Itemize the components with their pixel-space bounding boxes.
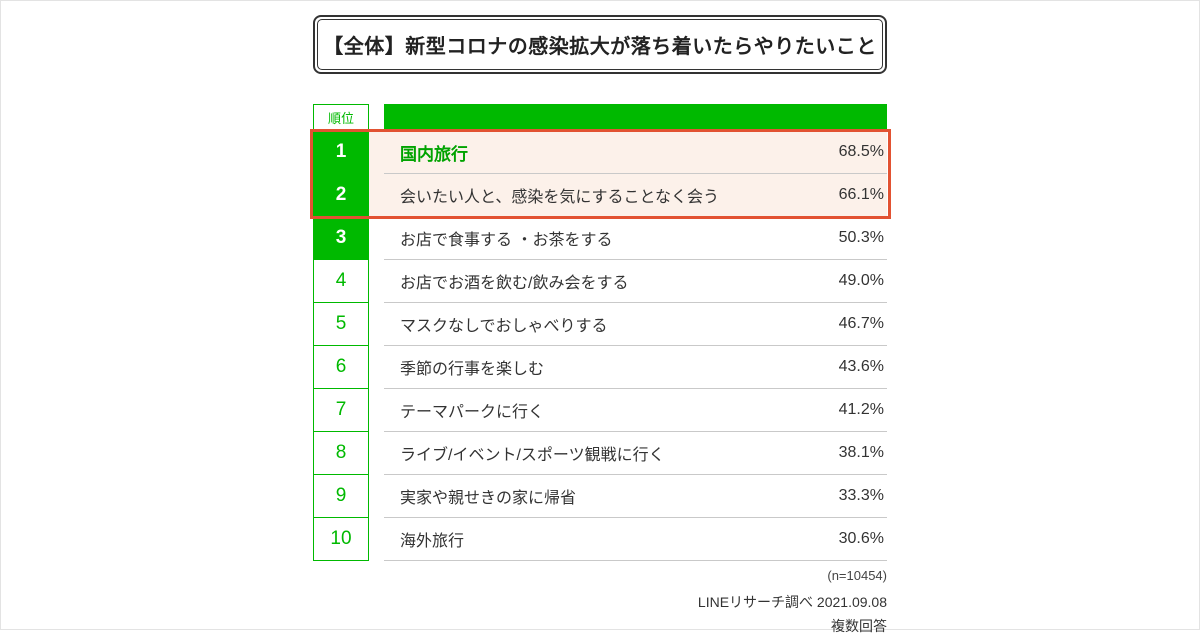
rank-spacer bbox=[369, 475, 384, 518]
table-row: 4 お店でお酒を飲む/飲み会をする 49.0% bbox=[313, 259, 887, 303]
table-row: 5 マスクなしでおしゃべりする 46.7% bbox=[313, 302, 887, 346]
page: 【全体】新型コロナの感染拡大が落ち着いたらやりたいこと 順位 1 国内旅行 68… bbox=[310, 1, 891, 636]
rank-cell: 9 bbox=[313, 474, 369, 518]
row-content: お店で食事する ・お茶をする 50.3% bbox=[384, 217, 887, 260]
row-label: マスクなしでおしゃべりする bbox=[400, 318, 608, 335]
rank-cell: 5 bbox=[313, 302, 369, 346]
table-row: 2 会いたい人と、感染を気にすることなく会う 66.1% bbox=[313, 173, 887, 217]
table-rows: 1 国内旅行 68.5% 2 会いたい人と、感染を気にすることなく会う 66.1… bbox=[310, 129, 891, 561]
table-header-row: 順位 bbox=[313, 104, 887, 131]
row-value: 49.0% bbox=[838, 272, 884, 289]
rank-cell: 6 bbox=[313, 345, 369, 389]
source-credit: LINEリサーチ調べ 2021.09.08 bbox=[697, 594, 887, 610]
table-row: 1 国内旅行 68.5% bbox=[313, 130, 887, 174]
row-label: 海外旅行 bbox=[400, 533, 465, 550]
rank-spacer bbox=[369, 346, 384, 389]
row-value: 46.7% bbox=[838, 315, 884, 332]
table-row: 3 お店で食事する ・お茶をする 50.3% bbox=[313, 216, 887, 260]
row-label: テーマパークに行く bbox=[400, 404, 545, 421]
rank-spacer bbox=[369, 303, 384, 346]
rank-cell: 3 bbox=[313, 216, 369, 260]
rank-spacer bbox=[369, 217, 384, 260]
row-label: 国内旅行 bbox=[400, 144, 468, 164]
rank-spacer bbox=[369, 432, 384, 475]
row-content: ライブ/イベント/スポーツ観戦に行く 38.1% bbox=[384, 432, 887, 475]
row-label: ライブ/イベント/スポーツ観戦に行く bbox=[400, 447, 665, 464]
footer: (n=10454) LINEリサーチ調べ 2021.09.08 複数回答 bbox=[313, 568, 887, 636]
rank-spacer bbox=[369, 131, 384, 174]
row-label: 季節の行事を楽しむ bbox=[400, 361, 545, 378]
rank-cell: 7 bbox=[313, 388, 369, 432]
row-content: テーマパークに行く 41.2% bbox=[384, 389, 887, 432]
row-label: 会いたい人と、感染を気にすることなく会う bbox=[400, 189, 720, 206]
row-content: お店でお酒を飲む/飲み会をする 49.0% bbox=[384, 260, 887, 303]
header-green-bar bbox=[384, 104, 887, 131]
row-value: 68.5% bbox=[838, 143, 884, 160]
rank-cell: 1 bbox=[313, 130, 369, 174]
table-row: 6 季節の行事を楽しむ 43.6% bbox=[313, 345, 887, 389]
table-row: 9 実家や親せきの家に帰省 33.3% bbox=[313, 474, 887, 518]
row-content: 季節の行事を楽しむ 43.6% bbox=[384, 346, 887, 389]
row-content: 国内旅行 68.5% bbox=[384, 131, 887, 174]
row-value: 50.3% bbox=[838, 229, 884, 246]
rank-cell: 2 bbox=[313, 173, 369, 217]
rank-cell: 4 bbox=[313, 259, 369, 303]
row-value: 66.1% bbox=[838, 186, 884, 203]
rank-spacer bbox=[369, 389, 384, 432]
rank-table: 順位 1 国内旅行 68.5% 2 会いたい人と、感染を気にすることなく会う 6… bbox=[310, 104, 891, 561]
row-label: お店でお酒を飲む/飲み会をする bbox=[400, 275, 629, 292]
row-content: マスクなしでおしゃべりする 46.7% bbox=[384, 303, 887, 346]
rank-header-cell: 順位 bbox=[313, 104, 369, 131]
rank-spacer bbox=[369, 518, 384, 561]
sample-size: (n=10454) bbox=[827, 568, 887, 583]
row-value: 30.6% bbox=[838, 530, 884, 547]
row-content: 実家や親せきの家に帰省 33.3% bbox=[384, 475, 887, 518]
row-content: 会いたい人と、感染を気にすることなく会う 66.1% bbox=[384, 174, 887, 217]
rank-cell: 8 bbox=[313, 431, 369, 475]
title-box: 【全体】新型コロナの感染拡大が落ち着いたらやりたいこと bbox=[313, 15, 887, 74]
row-value: 38.1% bbox=[838, 444, 884, 461]
row-value: 41.2% bbox=[838, 401, 884, 418]
rank-cell: 10 bbox=[313, 517, 369, 561]
row-label: お店で食事する ・お茶をする bbox=[400, 232, 613, 249]
row-value: 33.3% bbox=[838, 487, 884, 504]
rank-spacer bbox=[369, 174, 384, 217]
row-label: 実家や親せきの家に帰省 bbox=[400, 490, 577, 507]
row-content: 海外旅行 30.6% bbox=[384, 518, 887, 561]
rank-spacer bbox=[369, 104, 384, 131]
table-row: 8 ライブ/イベント/スポーツ観戦に行く 38.1% bbox=[313, 431, 887, 475]
table-row: 7 テーマパークに行く 41.2% bbox=[313, 388, 887, 432]
rank-spacer bbox=[369, 260, 384, 303]
page-title: 【全体】新型コロナの感染拡大が落ち着いたらやりたいこと bbox=[317, 19, 883, 70]
answer-type-note: 複数回答 bbox=[831, 618, 887, 634]
row-value: 43.6% bbox=[838, 358, 884, 375]
table-row: 10 海外旅行 30.6% bbox=[313, 517, 887, 561]
